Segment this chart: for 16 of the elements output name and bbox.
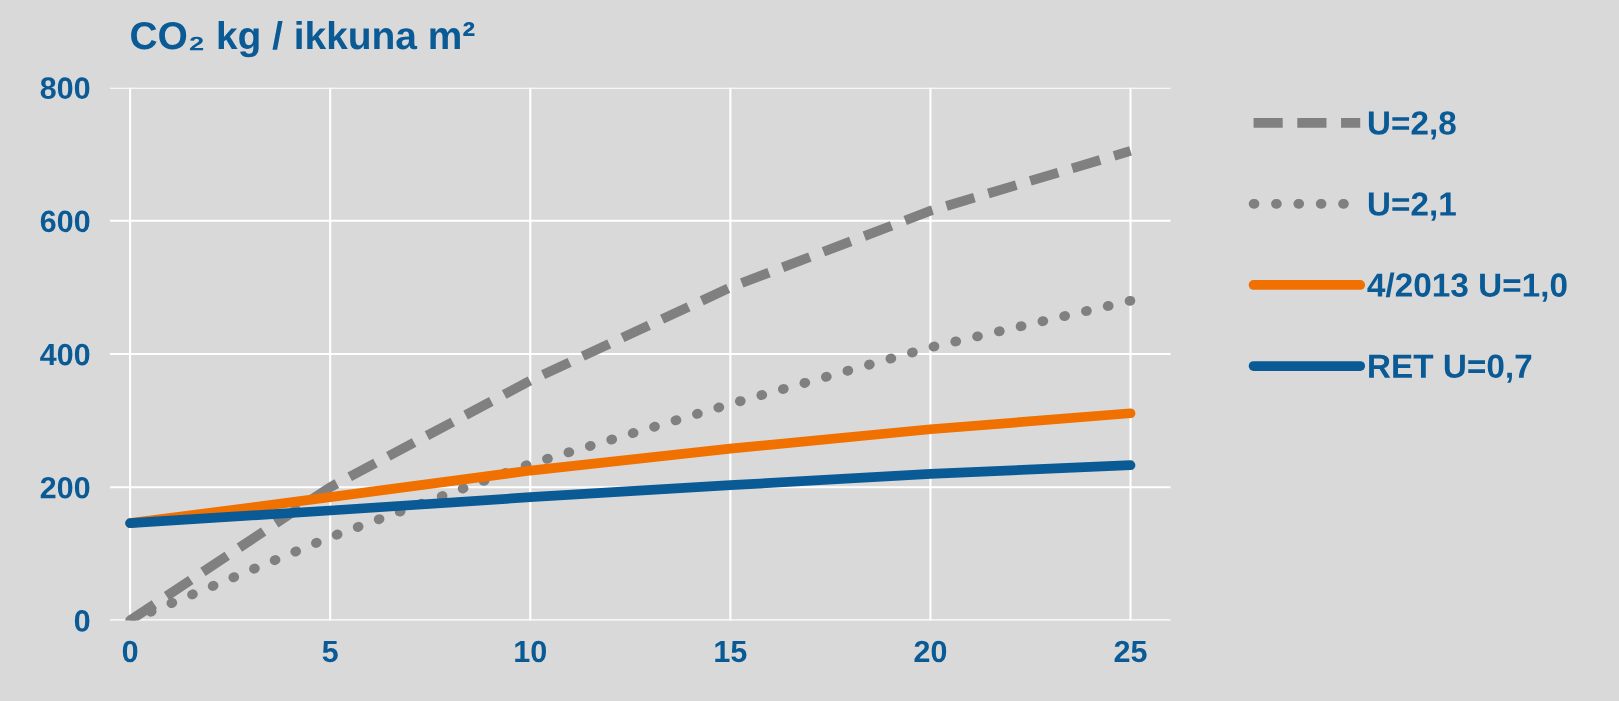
x-tick-label: 20	[914, 640, 947, 663]
legend-label: U=2,8	[1368, 111, 1456, 140]
y-tick-label: 200	[40, 476, 90, 499]
legend-label: U=2,1	[1368, 192, 1456, 221]
x-tick-label: 25	[1114, 640, 1147, 663]
y-tick-label: 0	[74, 610, 90, 632]
legend-label: 4/2013 U=1,0	[1367, 272, 1567, 302]
y-tick-label: 800	[40, 77, 90, 99]
chart-title: CO₂ kg / ikkuna m²	[131, 20, 475, 58]
x-tick-label: 5	[322, 640, 338, 663]
x-tick-label: 15	[715, 640, 747, 663]
x-tick-label: 0	[122, 640, 138, 663]
legend-label: RET U=0,7	[1369, 354, 1532, 383]
y-tick-label: 400	[40, 343, 90, 366]
y-tick-label: 600	[40, 210, 90, 233]
x-tick-label: 10	[515, 640, 547, 663]
